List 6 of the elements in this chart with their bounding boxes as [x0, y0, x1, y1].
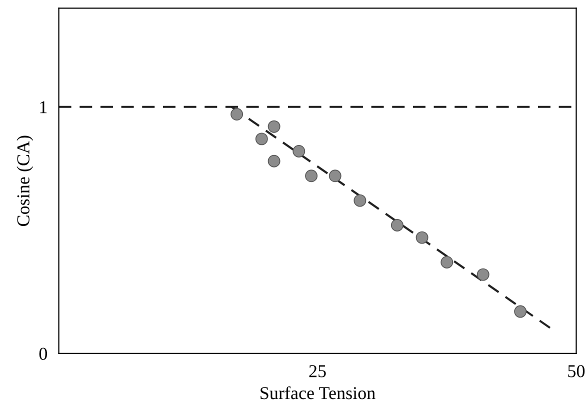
- y-tick-label: 1: [40, 101, 47, 114]
- y-tick-label: 0: [39, 348, 47, 360]
- x-tick-label: 25: [309, 365, 326, 378]
- x-tick-label: 50: [568, 365, 585, 378]
- x-axis-title: Surface Tension: [260, 386, 376, 400]
- y-axis-title: Cosine (CA): [16, 136, 34, 226]
